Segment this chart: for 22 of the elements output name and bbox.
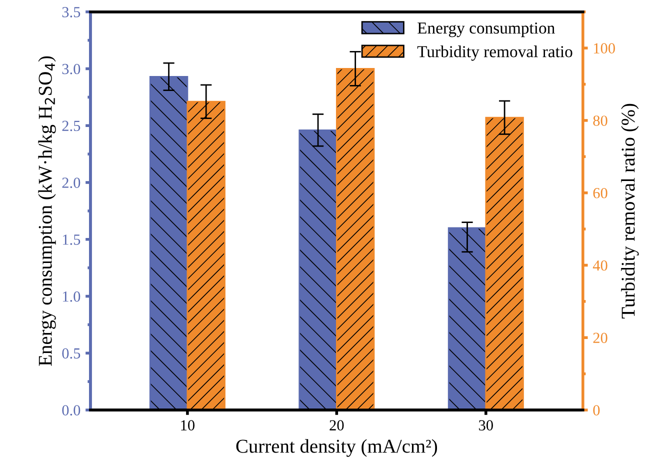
y2-axis-title: Turbidity removal ratio (%) bbox=[621, 104, 639, 318]
y-tick-label: 0.5 bbox=[62, 348, 80, 359]
y-tick-label: 1.5 bbox=[62, 234, 80, 245]
y-axis-title: Energy consumption (kW·h/kg H$_{2}$SO$_{4}$) bbox=[38, 56, 56, 366]
y-tick-label: 3.0 bbox=[62, 64, 80, 74]
y-tick-label: 1.0 bbox=[62, 291, 80, 302]
y2-tick-label: 60 bbox=[593, 188, 608, 198]
y2-tick-label: 0 bbox=[593, 405, 600, 416]
y2-tick-label: 100 bbox=[594, 43, 615, 54]
y2-tick-label: 40 bbox=[592, 260, 608, 271]
y2-tick-label: 20 bbox=[593, 332, 608, 344]
y-tick-label: 2.0 bbox=[62, 178, 80, 188]
y2-tick-label: 80 bbox=[593, 116, 608, 126]
legend-label: Energy consumption bbox=[418, 22, 555, 38]
legend-label: Turbidity removal ratio bbox=[417, 46, 572, 61]
x-axis-title: Current density (mA/cm²) bbox=[236, 439, 438, 457]
x-tick-label: 30 bbox=[478, 420, 493, 430]
x-tick-label: 20 bbox=[330, 420, 344, 430]
x-tick-label: 10 bbox=[181, 420, 195, 430]
y-tick-label: 0.0 bbox=[62, 405, 80, 416]
y-tick-label: 3.5 bbox=[62, 7, 80, 18]
y-tick-label: 2.5 bbox=[62, 120, 80, 132]
